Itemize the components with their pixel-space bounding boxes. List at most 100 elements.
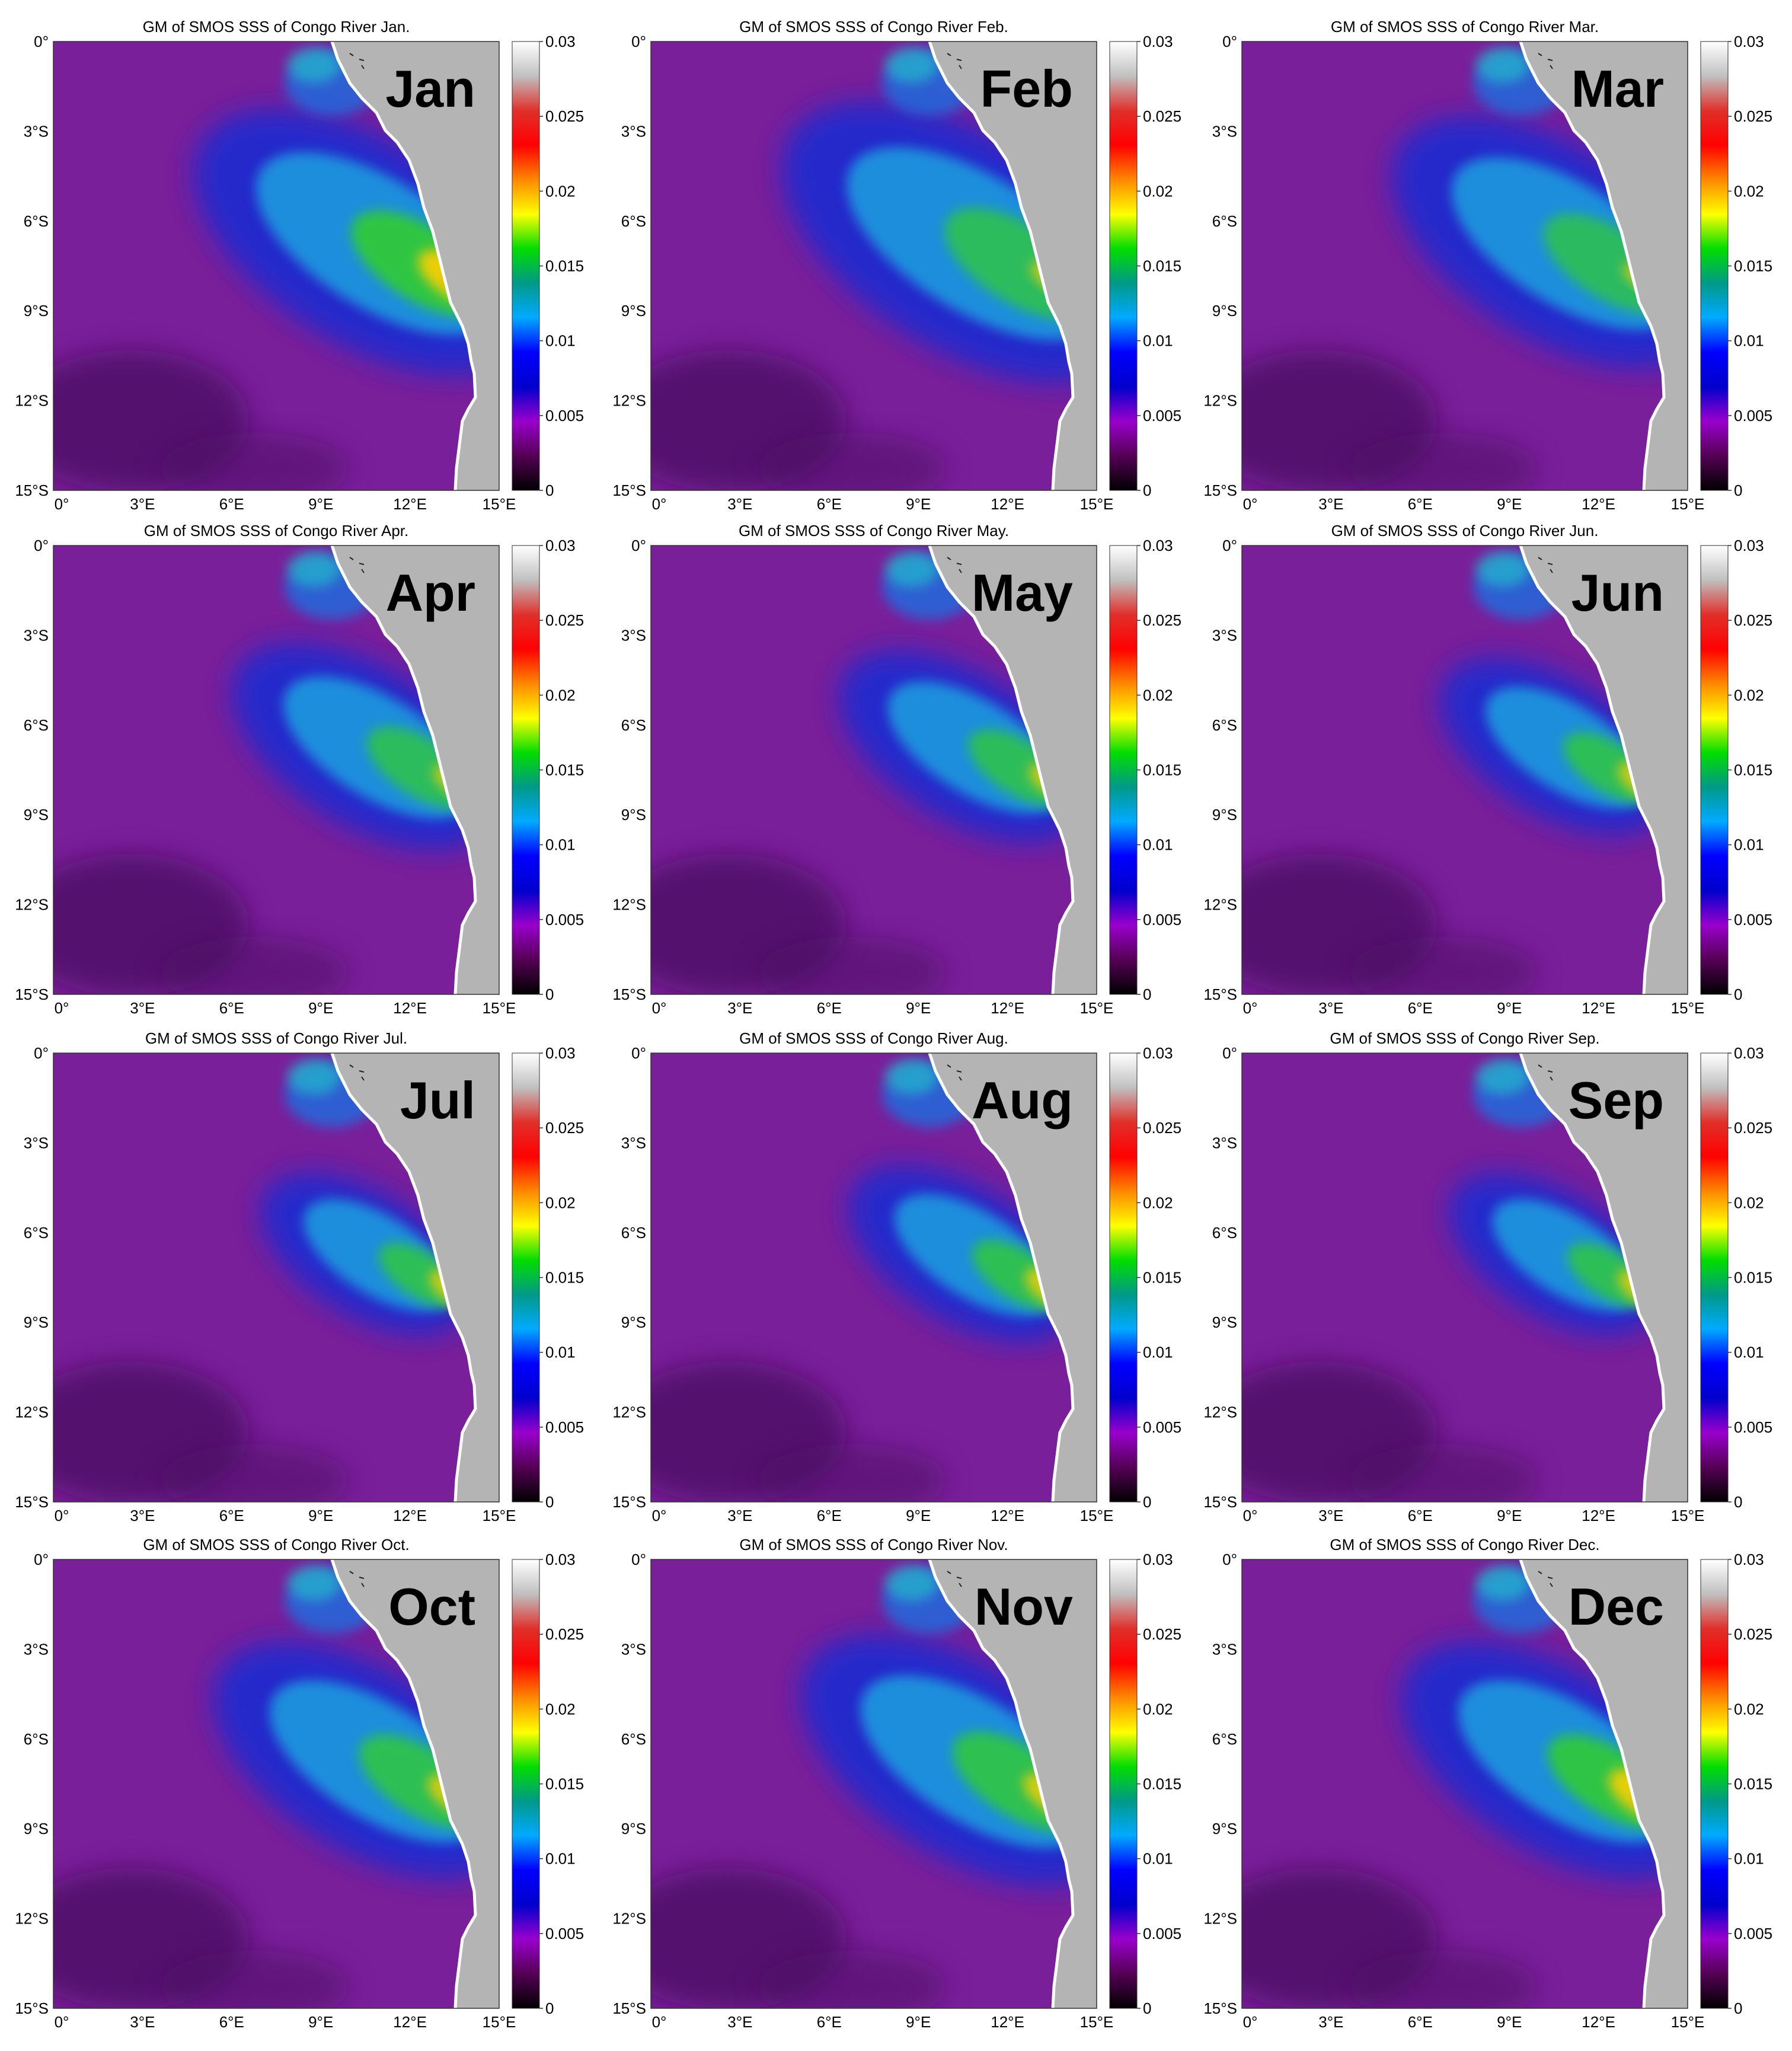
lat-tick-label: 6°S xyxy=(1212,1730,1237,1748)
land xyxy=(332,42,499,490)
colorbar-tick-label: 0 xyxy=(1143,1999,1151,2017)
lat-tick-label: 6°S xyxy=(1212,1224,1237,1242)
colorbar-tick-label: 0.01 xyxy=(545,1850,576,1868)
colorbar-tick-label: 0.01 xyxy=(1143,1850,1173,1868)
colorbar-tick-label: 0.015 xyxy=(1143,1775,1181,1793)
coastal-strip-core xyxy=(288,551,341,587)
lat-tick-label: 15°S xyxy=(15,1493,49,1511)
colorbar-tick-label: 0.02 xyxy=(545,686,576,704)
lat-tick-label: 0° xyxy=(1222,1044,1237,1062)
lon-tick-label: 3°E xyxy=(727,2013,752,2031)
map-title: GM of SMOS SSS of Congo River Apr. xyxy=(144,522,409,540)
land xyxy=(929,42,1097,490)
colorbar-tick-label: 0.025 xyxy=(545,1119,584,1137)
map-title: GM of SMOS SSS of Congo River Nov. xyxy=(739,1536,1008,1554)
ocean-dark-patch xyxy=(160,1951,350,2008)
map-panel: GM of SMOS SSS of Congo River Jun. Jun 0° 3… xyxy=(1203,522,1772,1017)
colorbar-tick-label: 0.03 xyxy=(1734,1044,1764,1062)
lon-tick-label: 12°E xyxy=(991,495,1024,513)
month-label: Jan xyxy=(385,59,475,118)
ocean-dark-patch xyxy=(758,1951,947,2008)
lon-tick-label: 6°E xyxy=(817,1507,842,1524)
lon-tick-label: 0° xyxy=(55,999,69,1017)
island-marks xyxy=(947,1571,962,1587)
coastline xyxy=(1519,1559,1666,2008)
colorbar xyxy=(512,1052,540,1503)
colorbar-tick-label: 0.015 xyxy=(545,257,584,275)
lon-tick-label: 6°E xyxy=(817,999,842,1017)
colorbar xyxy=(512,1559,540,2009)
map-panel: GM of SMOS SSS of Congo River Apr. Apr 0° 3… xyxy=(15,522,584,1017)
lat-tick-label: 9°S xyxy=(24,302,49,320)
coastline xyxy=(1519,42,1666,490)
lat-tick-label: 0° xyxy=(34,33,49,50)
lon-tick-label: 0° xyxy=(55,2013,69,2031)
lon-tick-label: 9°E xyxy=(308,1507,333,1524)
lon-tick-label: 15°E xyxy=(1080,999,1114,1017)
colorbar xyxy=(1109,545,1138,995)
lat-tick-label: 9°S xyxy=(1212,1313,1237,1331)
map-area xyxy=(1242,1053,1688,1502)
month-label: Jun xyxy=(1571,563,1664,622)
lat-tick-label: 0° xyxy=(1222,537,1237,554)
lon-tick-label: 0° xyxy=(652,1507,667,1524)
colorbar-tick-label: 0.03 xyxy=(1143,33,1173,50)
lon-tick-label: 15°E xyxy=(1671,1507,1705,1524)
colorbar-tick-label: 0 xyxy=(545,985,554,1003)
colorbar-tick-label: 0.015 xyxy=(1734,257,1772,275)
map-area xyxy=(651,546,1097,994)
map-panel: GM of SMOS SSS of Congo River May. May 0° 3… xyxy=(612,522,1181,1017)
coastline xyxy=(928,42,1075,490)
coastline xyxy=(928,546,1075,994)
lon-tick-label: 0° xyxy=(1243,495,1258,513)
colorbar xyxy=(1700,545,1729,995)
map-frame xyxy=(53,545,500,995)
lat-tick-label: 6°S xyxy=(621,716,646,734)
colorbar-tick-label: 0.02 xyxy=(545,1194,576,1211)
lat-tick-label: 9°S xyxy=(1212,806,1237,824)
lon-tick-label: 0° xyxy=(652,495,667,513)
colorbar-tick-label: 0.02 xyxy=(1143,686,1173,704)
map-panel: GM of SMOS SSS of Congo River Feb. Feb 0° 3… xyxy=(612,18,1181,513)
lon-tick-label: 15°E xyxy=(1671,999,1705,1017)
colorbar-tick-label: 0.03 xyxy=(1143,537,1173,554)
colorbar-tick-label: 0.005 xyxy=(1143,1418,1181,1436)
colorbar-tick-label: 0.015 xyxy=(1143,761,1181,779)
lat-tick-label: 12°S xyxy=(612,392,646,410)
colorbar-tick-label: 0.02 xyxy=(1734,182,1764,200)
land xyxy=(929,1559,1097,2008)
ocean-dark-patch xyxy=(160,937,350,994)
month-label: Oct xyxy=(388,1577,475,1636)
lat-tick-label: 6°S xyxy=(24,212,49,230)
island-marks xyxy=(1538,557,1553,573)
map-area xyxy=(651,42,1097,490)
lat-tick-label: 15°S xyxy=(1203,481,1237,499)
colorbar xyxy=(1700,1052,1729,1503)
lon-tick-label: 15°E xyxy=(1080,495,1114,513)
map-panel: GM of SMOS SSS of Congo River Jan. Jan 0° 3… xyxy=(15,18,584,513)
map-area xyxy=(1242,1559,1688,2008)
lon-tick-label: 9°E xyxy=(308,999,333,1017)
lon-tick-label: 12°E xyxy=(1582,999,1615,1017)
island-marks xyxy=(1538,1571,1553,1587)
lat-tick-label: 12°S xyxy=(612,1404,646,1421)
lat-tick-label: 15°S xyxy=(1203,985,1237,1003)
colorbar-tick-label: 0.01 xyxy=(545,1344,576,1361)
lat-tick-label: 9°S xyxy=(1212,1820,1237,1838)
lat-tick-label: 15°S xyxy=(15,985,49,1003)
lat-tick-label: 9°S xyxy=(621,806,646,824)
coastal-strip-core xyxy=(885,47,938,83)
colorbar-tick-label: 0.03 xyxy=(545,1044,576,1062)
colorbar-tick-label: 0.015 xyxy=(545,1269,584,1287)
lat-tick-label: 12°S xyxy=(15,1910,49,1928)
lon-tick-label: 3°E xyxy=(1318,999,1343,1017)
colorbar-tick-label: 0.025 xyxy=(1734,611,1772,629)
lon-tick-label: 3°E xyxy=(130,1507,155,1524)
lat-tick-label: 3°S xyxy=(1212,122,1237,140)
colorbar-tick-label: 0.005 xyxy=(1734,407,1772,425)
lon-tick-label: 0° xyxy=(55,1507,69,1524)
colorbar-tick-label: 0.03 xyxy=(1734,537,1764,554)
colorbar-tick-label: 0.01 xyxy=(545,836,576,854)
colorbar-tick-label: 0.01 xyxy=(1143,1344,1173,1361)
lon-tick-label: 3°E xyxy=(1318,1507,1343,1524)
